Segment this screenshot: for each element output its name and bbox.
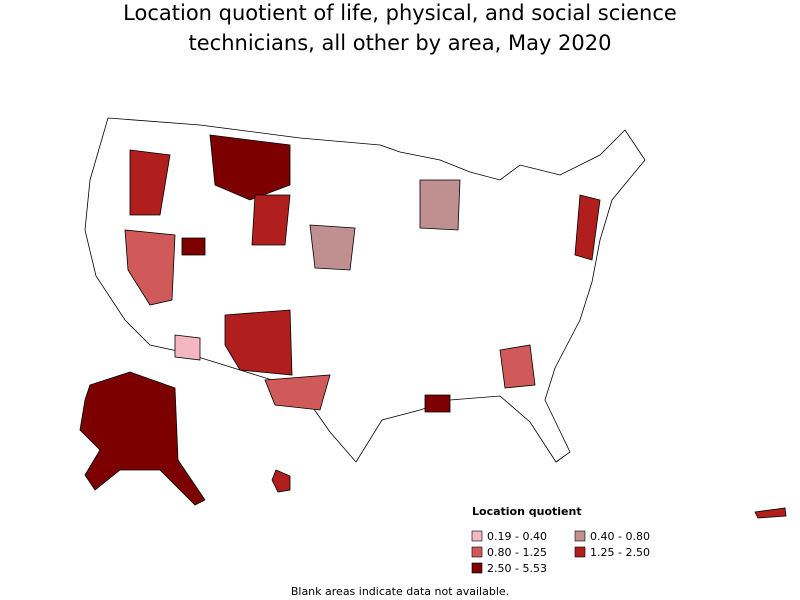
legend-swatch <box>471 562 483 574</box>
map <box>79 117 787 519</box>
region <box>181 237 206 256</box>
legend-label: 0.19 - 0.40 <box>487 530 547 543</box>
legend-swatch <box>574 546 586 558</box>
legend-label: 0.40 - 0.80 <box>590 530 650 543</box>
legend-label: 2.50 - 5.53 <box>487 562 547 575</box>
footnote: Blank areas indicate data not available. <box>291 585 509 598</box>
region <box>424 394 451 413</box>
region <box>499 344 536 389</box>
region <box>309 224 356 271</box>
legend-swatch <box>471 530 483 542</box>
puerto-rico <box>754 507 787 519</box>
region <box>224 309 293 376</box>
legend-swatch <box>471 546 483 558</box>
region <box>209 134 291 201</box>
region <box>174 334 201 361</box>
legend-title: Location quotient <box>472 505 582 518</box>
region <box>129 149 171 216</box>
region <box>574 194 601 261</box>
region <box>419 179 461 231</box>
alaska <box>79 371 206 506</box>
region <box>264 374 331 411</box>
legend-swatch <box>574 530 586 542</box>
legend: Location quotient 0.19 - 0.40 0.40 - 0.80… <box>471 505 650 575</box>
title-line: technicians, all other by area, May 2020 <box>189 31 612 55</box>
region <box>251 194 291 246</box>
hawaii <box>271 469 291 493</box>
legend-label: 0.80 - 1.25 <box>487 546 547 559</box>
legend-label: 1.25 - 2.50 <box>590 546 650 559</box>
title-line: Location quotient of life, physical, and… <box>123 1 677 25</box>
region <box>124 229 176 306</box>
